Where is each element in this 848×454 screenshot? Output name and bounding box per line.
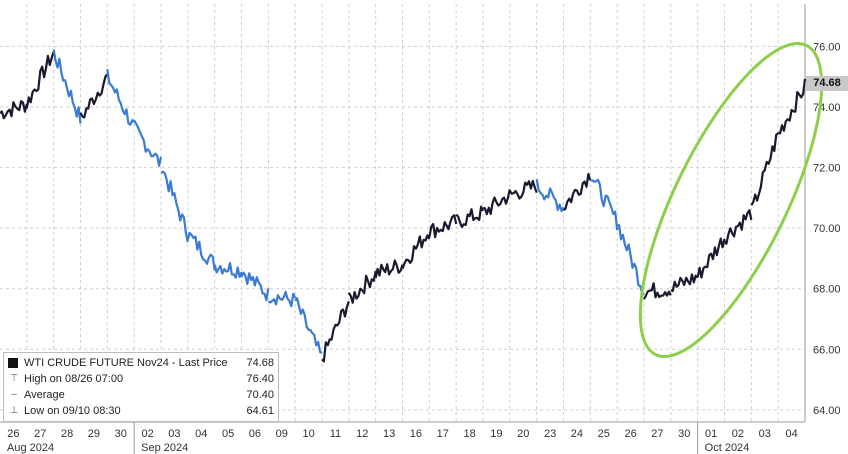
- price-line-segment: [777, 78, 807, 135]
- y-tick-label: 74.00: [813, 102, 841, 114]
- y-axis: 64.00 66.00 68.00 70.00 72.00 74.00 76.00: [804, 4, 841, 422]
- x-tick-label: 04: [195, 428, 207, 440]
- price-line-segment: [267, 290, 297, 308]
- x-tick-label: 26: [624, 428, 636, 440]
- price-line-segment: [52, 49, 82, 124]
- price-line-segment: [670, 273, 699, 293]
- y-tick-label: 72.00: [813, 163, 841, 175]
- legend-row-average: – Average 70.40: [8, 387, 274, 403]
- price-line-segment: [374, 259, 404, 279]
- legend-row-high: ⊤ High on 08/26 07:00 76.40: [8, 371, 274, 387]
- highlight-ellipse: [638, 41, 824, 359]
- x-tick-label: 30: [115, 428, 127, 440]
- price-line-segment: [723, 209, 753, 245]
- price-line-segment: [213, 262, 243, 279]
- x-tick-label: 26: [7, 428, 19, 440]
- x-tick-label: 06: [249, 428, 261, 440]
- price-line-segment: [535, 179, 565, 213]
- x-tick-label: 19: [490, 428, 502, 440]
- legend-value: 70.40: [246, 389, 274, 401]
- legend-label: High on 08/26 07:00: [24, 373, 124, 385]
- price-line-segment: [508, 179, 538, 200]
- x-tick-label: 10: [302, 428, 314, 440]
- legend-value: 64.61: [246, 405, 274, 417]
- x-tick-label: 11: [330, 428, 341, 440]
- price-line-segment: [240, 271, 270, 302]
- x-tick-label: 03: [759, 428, 771, 440]
- price-line-segment: [133, 119, 163, 167]
- x-tick-label: 02: [141, 428, 153, 440]
- x-axis: 26 27 28 29 30 02 03 04 05 06 09 10 11 12 13 16 17 18 19 20…: [0, 421, 805, 454]
- x-tick-label: 24: [571, 428, 583, 440]
- legend-row-low: ⊥ Low on 09/10 08:30 64.61: [8, 403, 274, 419]
- y-tick-label: 66.00: [813, 344, 841, 356]
- price-line-segment: [617, 224, 645, 296]
- x-tick-label: 17: [437, 428, 449, 440]
- x-tick-label: 04: [785, 428, 797, 440]
- square-icon: [8, 358, 18, 368]
- price-line-segment: [160, 170, 189, 243]
- legend-label: Average: [24, 389, 65, 401]
- price-line-segment: [696, 237, 726, 279]
- legend-label: WTI CRUDE FUTURE Nov24 - Last Price: [24, 357, 228, 369]
- price-series: [0, 49, 807, 363]
- x-tick-label: 30: [678, 428, 690, 440]
- x-tick-label: 12: [356, 428, 368, 440]
- legend-value: 74.68: [246, 357, 274, 369]
- x-tick-label: 20: [517, 428, 529, 440]
- price-line-segment: [79, 73, 109, 119]
- low-marker-icon: ⊥: [9, 405, 19, 416]
- last-price-tag: 74.68: [806, 76, 848, 91]
- x-tick-label: 09: [276, 428, 288, 440]
- price-line-segment: [186, 231, 216, 271]
- x-tick-label: 01: [705, 428, 717, 440]
- price-line-segment: [106, 68, 136, 126]
- price-line-segment: [0, 100, 28, 120]
- price-line-segment: [294, 297, 323, 354]
- x-tick-label: 28: [61, 428, 73, 440]
- month-label: Aug 2024: [7, 442, 54, 454]
- month-label: Oct 2024: [705, 442, 750, 454]
- high-marker-icon: ⊤: [9, 373, 19, 384]
- average-marker-icon: –: [11, 389, 17, 400]
- x-tick-label: 29: [88, 428, 100, 440]
- legend-row-last-price: WTI CRUDE FUTURE Nov24 - Last Price 74.6…: [8, 355, 274, 371]
- price-line-segment: [401, 234, 431, 269]
- x-tick-label: 02: [732, 428, 744, 440]
- y-tick-label: 68.00: [813, 284, 841, 296]
- x-tick-label: 13: [383, 428, 395, 440]
- price-line-segment: [643, 282, 672, 300]
- x-tick-label: 05: [222, 428, 234, 440]
- price-line-segment: [455, 205, 485, 229]
- x-tick-label: 27: [651, 428, 663, 440]
- x-tick-label: 18: [463, 428, 475, 440]
- legend: WTI CRUDE FUTURE Nov24 - Last Price 74.6…: [3, 352, 279, 422]
- price-line-segment: [25, 51, 55, 109]
- price-line-segment: [750, 132, 779, 206]
- price-line-segment: [347, 270, 377, 304]
- y-tick-label: 70.00: [813, 223, 841, 235]
- month-label: Sep 2024: [141, 442, 188, 454]
- y-tick-label: 76.00: [813, 41, 841, 53]
- legend-label: Low on 09/10 08:30: [24, 405, 121, 417]
- price-line-segment: [428, 214, 458, 239]
- price-line-segment: [562, 172, 592, 212]
- price-line-segment: [483, 189, 511, 216]
- x-tick-label: 23: [544, 428, 556, 440]
- price-line-segment: [321, 301, 350, 363]
- x-tick-label: 27: [34, 428, 46, 440]
- price-line-segment: [590, 178, 619, 231]
- x-tick-label: 25: [598, 428, 610, 440]
- x-tick-label: 16: [410, 428, 422, 440]
- x-tick-label: 03: [168, 428, 180, 440]
- y-tick-label: 64.00: [813, 405, 841, 417]
- legend-value: 76.40: [246, 373, 274, 385]
